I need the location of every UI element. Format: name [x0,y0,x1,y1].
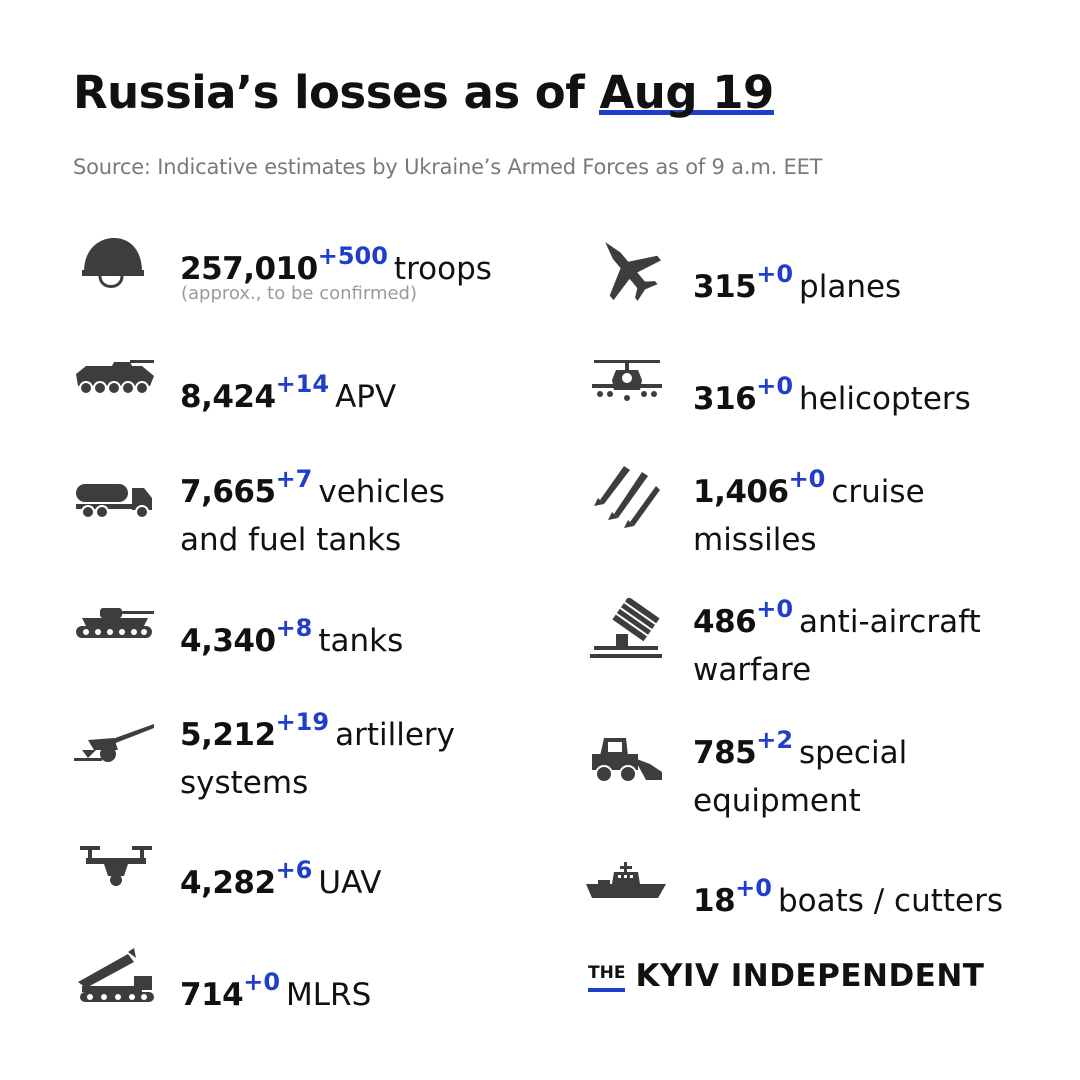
artillery-value: 5,212 [180,717,276,753]
vehicles-stat: 7,665+7 vehicles and fuel tanks [180,455,445,564]
helicopters-label: helicopters [799,381,971,417]
special-equipment-stat: 785+2 special equipment [693,716,907,825]
helmet-icon [78,234,146,298]
apv-label: APV [335,379,397,415]
artillery-label-2: systems [180,765,309,801]
helicopters-stat: 316+0 helicopters [693,362,971,423]
troops-delta: +500 [317,242,388,270]
anti-aircraft-value: 486 [693,604,757,640]
mlrs-icon [72,948,156,1004]
brand-bar [588,988,626,992]
artillery-label: artillery [335,717,455,753]
uav-label: UAV [318,865,382,901]
ship-icon [586,860,668,902]
mlrs-value: 714 [180,977,244,1013]
date-underline [599,110,774,115]
tanks-label: tanks [318,623,404,659]
uav-stat: 4,282+6 UAV [180,846,382,907]
boats-delta: +0 [735,874,772,902]
artillery-stat: 5,212+19 artillery systems [180,698,455,807]
drone-icon [80,842,152,888]
special-equipment-delta: +2 [756,726,794,754]
planes-label: planes [799,269,902,305]
apv-stat: 8,424+14 APV [180,360,396,421]
special-equipment-label-2: equipment [693,783,861,819]
tanks-stat: 4,340+8 tanks [180,604,403,665]
missile-icon [594,464,662,532]
missiles-label: cruise [831,474,925,510]
brand-the-text: THE [588,963,626,983]
special-equipment-value: 785 [693,735,757,771]
mlrs-label: MLRS [286,977,372,1013]
page-title: Russia’s losses as of Aug 19 [73,66,774,119]
vehicles-value: 7,665 [180,474,276,510]
uav-value: 4,282 [180,865,276,901]
date-text: Aug 19 [599,66,774,119]
missiles-delta: +0 [788,465,826,493]
troops-stat: 257,010+500 troops [180,232,492,293]
vehicles-label-2: and fuel tanks [180,522,402,558]
fuel-truck-icon [74,480,156,520]
missiles-stat: 1,406+0 cruise missiles [693,455,925,564]
boats-stat: 18+0 boats / cutters [693,864,1003,925]
boats-value: 18 [693,883,736,919]
jet-icon [592,234,662,302]
artillery-icon [74,720,156,764]
apv-delta: +14 [275,370,330,398]
planes-value: 315 [693,269,757,305]
helicopter-icon [590,358,664,402]
mlrs-stat: 714+0 MLRS [180,958,371,1019]
artillery-delta: +19 [275,708,330,736]
troops-value: 257,010 [180,251,318,287]
helicopters-value: 316 [693,381,757,417]
missiles-label-2: missiles [693,522,817,558]
troops-note: (approx., to be confirmed) [181,283,417,304]
brand-the: THE [588,963,626,992]
apv-icon [72,358,156,398]
brand-logo: THE KYIV INDEPENDENT [588,958,984,994]
title-date: Aug 19 [599,66,774,119]
vehicles-delta: +7 [275,465,313,493]
apv-value: 8,424 [180,379,276,415]
uav-delta: +6 [275,856,313,884]
anti-aircraft-stat: 486+0 anti-aircraft warfare [693,585,981,694]
anti-aircraft-icon [590,598,662,660]
title-text: Russia’s losses as of [73,66,585,119]
anti-aircraft-label-2: warfare [693,652,812,688]
anti-aircraft-delta: +0 [756,595,794,623]
tanks-value: 4,340 [180,623,276,659]
source-note: Source: Indicative estimates by Ukraine’… [73,155,823,179]
brand-name: KYIV INDEPENDENT [635,958,985,994]
planes-stat: 315+0 planes [693,250,901,311]
tank-icon [74,604,156,640]
mlrs-delta: +0 [243,968,281,996]
helicopters-delta: +0 [756,372,794,400]
boats-label: boats / cutters [777,883,1004,919]
special-equipment-label: special [799,735,908,771]
troops-label: troops [393,251,492,287]
vehicles-label: vehicles [318,474,445,510]
loader-icon [590,734,664,784]
anti-aircraft-label: anti-aircraft [799,604,981,640]
tanks-delta: +8 [275,614,313,642]
planes-delta: +0 [756,260,794,288]
missiles-value: 1,406 [693,474,789,510]
